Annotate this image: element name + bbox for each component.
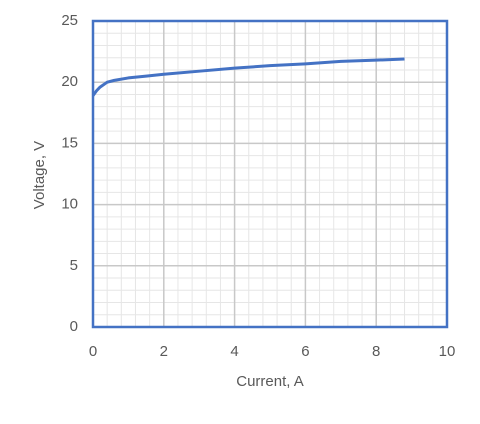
data-line [91,57,405,97]
x-tick-label: 4 [230,343,238,360]
x-axis-title: Current, A [236,373,304,390]
plot-frame [91,19,449,329]
x-tick-label: 8 [372,343,380,360]
y-tick-label: 20 [61,73,78,90]
y-tick-label: 10 [61,196,78,213]
x-tick-label: 6 [301,343,309,360]
x-tick-label: 10 [439,343,456,360]
x-tick-label: 2 [160,343,168,360]
x-tick-label: 0 [89,343,97,360]
y-axis-title: Voltage, V [31,141,48,209]
y-tick-label: 5 [70,257,78,274]
y-tick-label: 25 [61,12,78,29]
y-tick-label: 0 [70,318,78,335]
y-tick-label: 15 [61,134,78,151]
